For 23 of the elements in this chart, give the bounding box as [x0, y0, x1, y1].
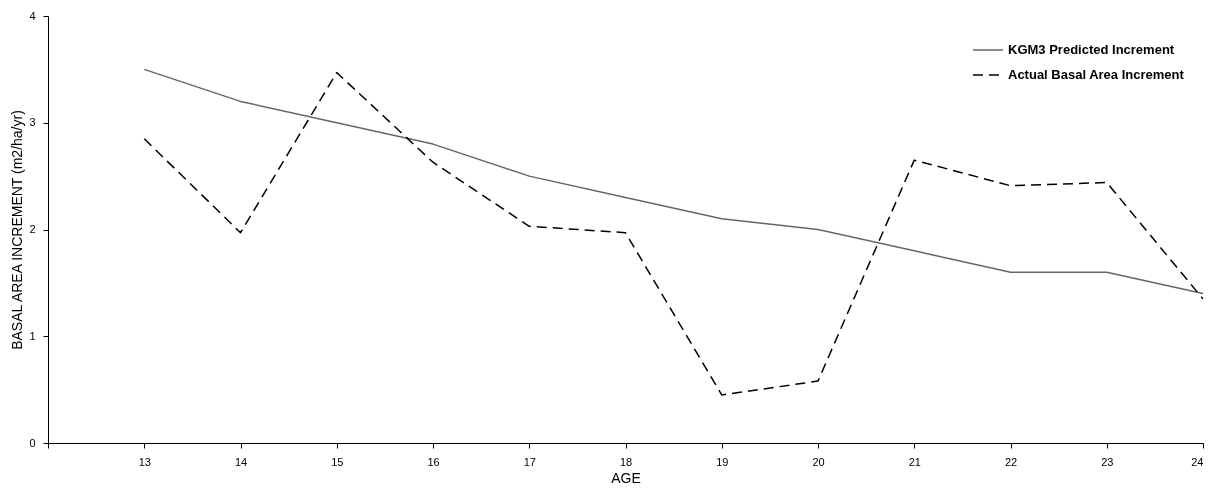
- x-tick-label: 17: [523, 455, 536, 468]
- y-tick-label: 4: [29, 9, 36, 22]
- x-tick-label: 22: [1004, 455, 1018, 468]
- line-series: [143, 71, 1204, 396]
- x-tick-label: 23: [1101, 455, 1114, 468]
- x-tick-label: 15: [331, 455, 344, 468]
- x-tick-label: 13: [138, 455, 151, 468]
- x-axis-title: AGE: [611, 469, 641, 486]
- x-tick-label: 21: [908, 455, 921, 468]
- x-tick-label: 24: [1191, 455, 1204, 468]
- y-tick-label: 0: [29, 436, 36, 449]
- y-tick-label: 1: [29, 329, 36, 342]
- x-tick-label: 20: [812, 455, 825, 468]
- x-tick-label: 18: [619, 455, 633, 468]
- line-series: [143, 68, 1204, 295]
- x-tick-label: 19: [716, 455, 729, 468]
- y-axis-title: BASAL AREA INCREMENT (m2/ha/yr): [9, 110, 26, 350]
- x-tick-label: 14: [234, 455, 248, 468]
- x-tick-label: 16: [427, 455, 440, 468]
- y-tick-label: 2: [29, 223, 36, 235]
- y-tick-label: 3: [29, 116, 36, 129]
- legend-label: Actual Basal Area Increment: [1008, 67, 1185, 82]
- legend-label: KGM3 Predicted Increment: [1008, 42, 1175, 57]
